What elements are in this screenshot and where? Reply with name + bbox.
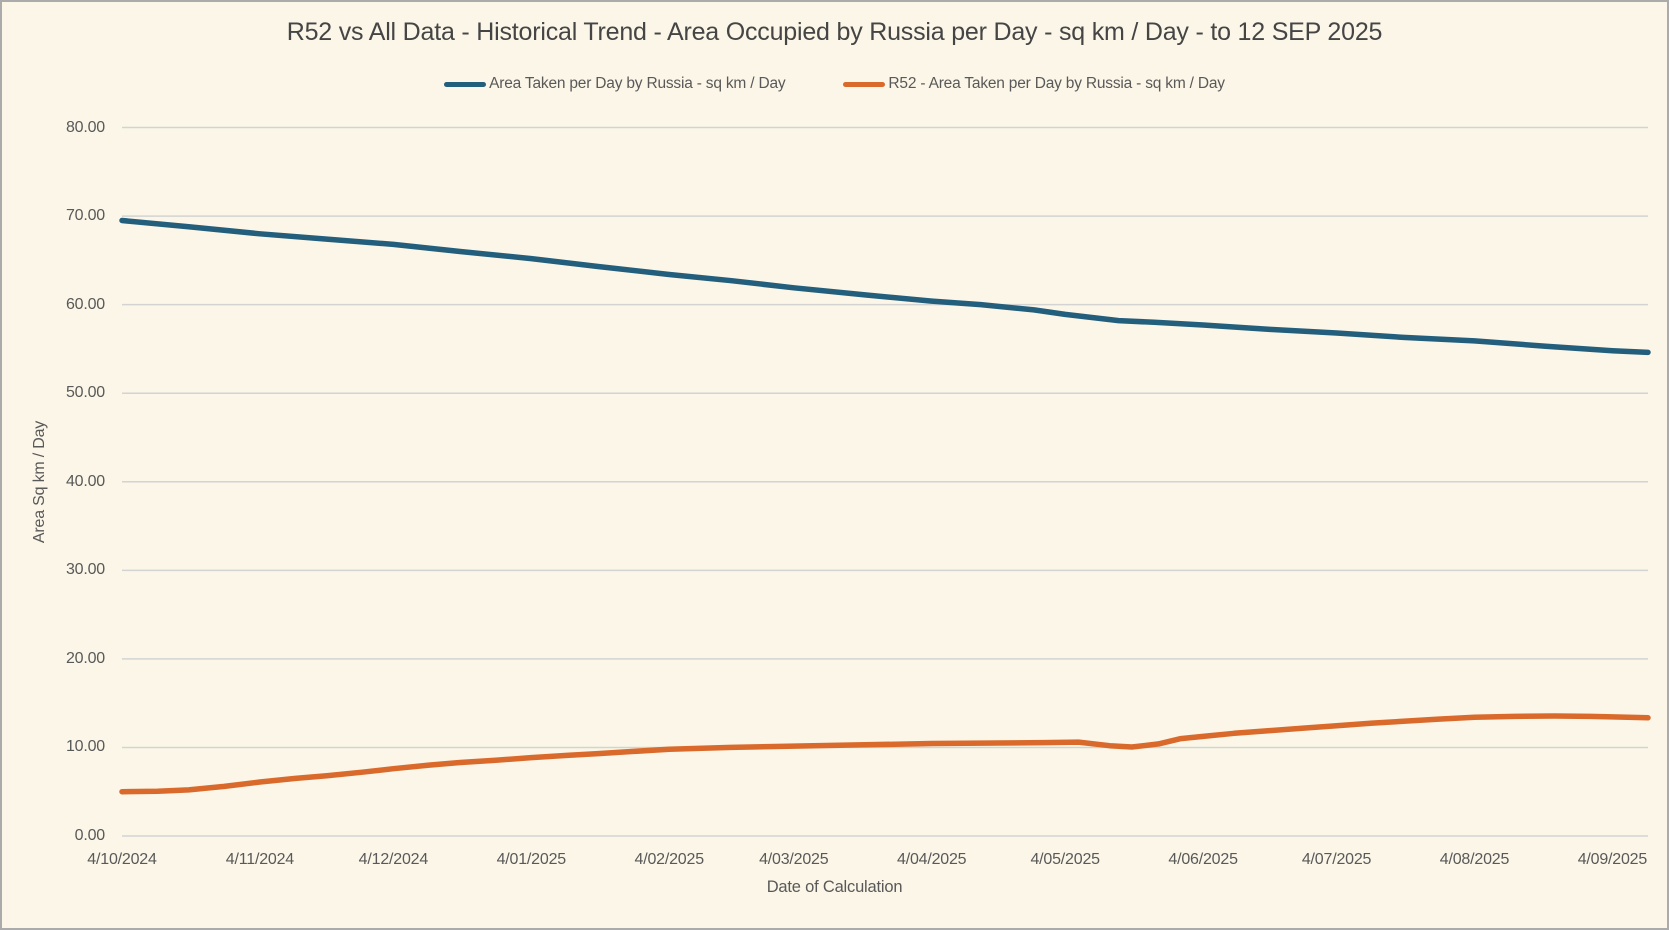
legend-item-1[interactable]: R52 - Area Taken per Day by Russia - sq …	[843, 75, 1225, 93]
y-tick-label: 10.00	[65, 738, 105, 756]
x-tick-label: 4/11/2024	[225, 851, 294, 868]
y-tick-label: 70.00	[65, 207, 105, 225]
x-tick-label: 4/02/2025	[634, 851, 705, 868]
legend-line-swatch	[843, 81, 886, 87]
y-tick-label: 0.00	[74, 827, 106, 844]
y-tick-label: 50.00	[65, 384, 105, 402]
legend-item-0[interactable]: Area Taken per Day by Russia - sq km / D…	[444, 75, 786, 93]
x-tick-label: 4/03/2025	[759, 851, 829, 868]
x-tick-label: 4/05/2025	[1030, 851, 1100, 868]
x-tick-label: 4/10/2024	[87, 851, 157, 868]
y-tick-label: 20.00	[65, 649, 105, 667]
series-line-1[interactable]	[119, 713, 1651, 795]
x-tick-label: 4/01/2025	[496, 851, 567, 868]
legend-item-label: Area Taken per Day by Russia - sq km / D…	[489, 75, 786, 92]
y-tick-label: 60.00	[65, 295, 105, 313]
y-tick-label: 80.00	[65, 118, 105, 136]
x-tick-label: 4/12/2024	[358, 851, 429, 868]
x-tick-label: 4/09/2025	[1577, 851, 1648, 868]
y-tick-label: 40.00	[65, 472, 105, 490]
chart-legend: Area Taken per Day by Russia - sq km / D…	[2, 72, 1667, 96]
x-tick-label: 4/04/2025	[897, 851, 967, 868]
legend-item-label: R52 - Area Taken per Day by Russia - sq …	[888, 75, 1225, 92]
x-tick-label: 4/07/2025	[1301, 851, 1372, 868]
y-axis-title: Area Sq km / Day	[31, 420, 48, 544]
x-axis-title: Date of Calculation	[766, 878, 903, 896]
series-line-0[interactable]	[119, 217, 1651, 356]
y-tick-label: 30.00	[65, 561, 105, 579]
x-tick-label: 4/06/2025	[1168, 851, 1238, 868]
legend-line-swatch	[444, 81, 487, 87]
x-tick-label: 4/08/2025	[1439, 851, 1510, 868]
chart-title: R52 vs All Data - Historical Trend - Are…	[286, 18, 1383, 46]
